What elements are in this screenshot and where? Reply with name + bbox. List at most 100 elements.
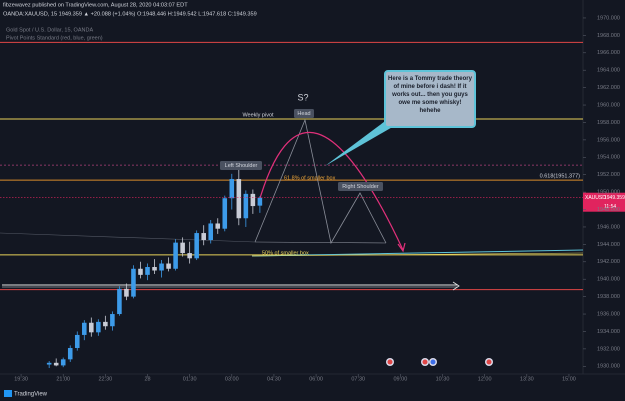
y-tick-label: 1958.000 (597, 120, 620, 126)
candle-body (180, 242, 185, 254)
candle-body (74, 334, 80, 349)
candle-body (201, 233, 206, 241)
price-tag (583, 192, 625, 212)
y-tick-label: 1950.000 (597, 190, 620, 196)
candle-body (257, 197, 263, 206)
y-tick-label: 1940.000 (597, 277, 620, 283)
candle-body (67, 348, 73, 360)
y-tick-label: 1960.000 (597, 102, 620, 108)
candle-body (60, 359, 66, 366)
x-tick-label: 01:30 (183, 376, 197, 382)
candle-body (131, 268, 136, 297)
x-tick-label: 21:00 (56, 376, 70, 382)
level-label: 0.618(1951.377) (540, 174, 581, 180)
candle-body (82, 322, 87, 335)
x-tick-label: 07:30 (351, 376, 365, 382)
y-tick-label: 1964.000 (597, 68, 620, 74)
candle-body (53, 362, 59, 366)
candle-body (187, 253, 192, 259)
candle-body (173, 242, 178, 269)
x-tick-label: 22:30 (98, 376, 112, 382)
chart-title: Gold Spot / U.S. Dollar, 15, OANDA (6, 27, 93, 33)
candle-body (145, 267, 150, 275)
x-tick-label: 12:00 (478, 376, 492, 382)
annotation: S? (297, 92, 308, 102)
arrow-head (452, 281, 460, 291)
candle-body (208, 223, 214, 241)
candle-body (222, 198, 228, 229)
annotation: 50% of smaller box (262, 250, 309, 256)
candle-body (110, 314, 115, 327)
price-tag-value: 1949.359 (604, 195, 625, 201)
candle-body (166, 263, 171, 269)
x-tick-label: 03:00 (225, 376, 239, 382)
x-tick-label: 28 (144, 376, 150, 382)
y-tick-label: 1952.000 (597, 172, 620, 178)
box-line (254, 241, 387, 244)
cyan-line (251, 249, 584, 257)
x-tick-label: 06:00 (309, 376, 323, 382)
annotation: Head (297, 111, 310, 117)
y-tick-label: 1934.000 (597, 329, 620, 335)
quote-line: OANDA:XAUUSD, 15 1949.359 ▲ +20.088 (+1.… (3, 11, 257, 17)
y-tick-label: 1948.000 (597, 207, 620, 213)
x-tick-label: 10:30 (436, 376, 450, 382)
x-tick-label: 19:30 (14, 376, 28, 382)
trend-line (0, 232, 256, 243)
candle-body (46, 362, 52, 365)
label-box (220, 161, 262, 170)
y-tick-label: 1932.000 (597, 346, 620, 352)
price-tag-timer: 11:54 (604, 204, 616, 210)
event-icons (386, 358, 493, 366)
callout: Here is a Tommy trade theory of mine bef… (384, 70, 476, 128)
y-tick-label: 1942.000 (597, 259, 620, 265)
chart-subtitle: Pivot Points Standard (red, blue, green) (6, 35, 103, 41)
y-tick-label: 1968.000 (597, 33, 620, 39)
y-tick-label: 1936.000 (597, 311, 620, 317)
y-tick-label: 1930.000 (597, 364, 620, 370)
candle-body (250, 193, 256, 207)
y-tick-label: 1954.000 (597, 155, 620, 161)
label-box (294, 109, 314, 118)
candle-body (138, 268, 143, 275)
candle-body (243, 193, 249, 219)
y-tick-label: 1944.000 (597, 242, 620, 248)
y-tick-label: 1956.000 (597, 137, 620, 143)
price-tag-symbol: XAUUSD (585, 195, 606, 201)
logo-icon (4, 390, 12, 397)
candle-body (229, 179, 235, 199)
candle-body (159, 263, 164, 271)
y-tick-label: 1966.000 (597, 50, 620, 56)
level-label: Weekly pivot (242, 112, 274, 118)
candle-body (236, 179, 242, 219)
x-tick-label: 15:00 (562, 376, 576, 382)
y-tick-label: 1970.000 (597, 15, 620, 21)
candle-body (124, 288, 129, 297)
hs-drawing (254, 118, 387, 245)
y-tick-label: 1946.000 (597, 224, 620, 230)
annotation: 61.8% of smaller box (284, 175, 336, 181)
x-tick-label: 04:30 (267, 376, 281, 382)
publisher: fibzewavez published on TradingView.com,… (3, 2, 188, 8)
annotation: Right Shoulder (342, 184, 379, 190)
candle-body (96, 321, 101, 333)
logo: TradingView (14, 392, 48, 398)
candle-body (152, 267, 157, 271)
candle-body (103, 321, 108, 327)
y-tick-label: 1962.000 (597, 85, 620, 91)
yellow-trend (251, 252, 584, 257)
candle-body (89, 322, 94, 333)
candle-body (215, 223, 221, 229)
x-tick-label: 13:30 (520, 376, 534, 382)
candle-body (194, 233, 199, 259)
y-tick-label: 1938.000 (597, 294, 620, 300)
projection-curve (257, 131, 404, 251)
x-tick-label: 09:00 (393, 376, 407, 382)
label-box (338, 182, 383, 191)
candle-body (117, 288, 122, 315)
projection-arrow (397, 242, 406, 253)
annotation: Left Shoulder (225, 163, 258, 169)
